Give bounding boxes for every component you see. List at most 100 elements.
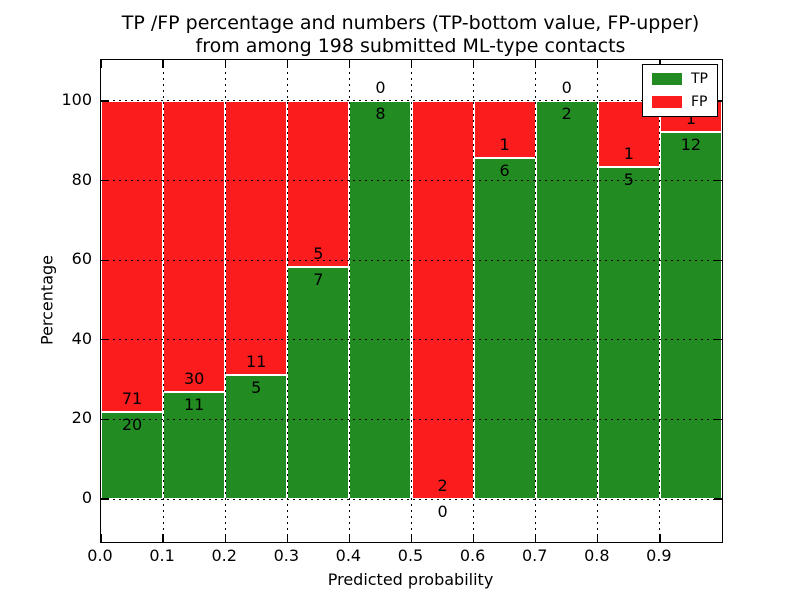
fp-count-label: 1 [499,134,510,154]
tp-count-label: 6 [499,160,510,180]
bar-segment-tp [101,411,164,499]
fp-count-label: 1 [623,144,634,164]
x-tick-label: 0.4 [335,546,362,565]
x-tick-mark-top [162,60,164,68]
gridline-horizontal [101,180,722,182]
tp-count-label: 5 [623,170,634,190]
gridline-vertical [162,60,164,542]
x-tick-label: 0.0 [87,546,113,565]
gridline-vertical [597,60,599,542]
legend-swatch-fp [652,96,682,108]
legend-swatch-tp [652,73,682,85]
x-tick-mark [224,534,226,542]
gridline-vertical [286,60,288,542]
x-tick-mark [597,534,599,542]
y-tick-mark [101,179,109,182]
legend-row-fp: FP [652,95,708,109]
legend: TP FP [642,64,718,117]
fp-count-label: 2 [437,476,448,495]
tp-count-label: 12 [680,134,702,154]
x-tick-label: 0.7 [521,546,548,565]
gridline-horizontal [101,100,722,102]
x-tick-label: 0.9 [646,546,672,565]
bar-segment-fp [101,100,164,412]
plot-inner: 71 20 30 11 11 5 5 7 0 8 2 0 1 6 0 2 1 5 1 12 [100,60,722,542]
chart-title-line1: TP /FP percentage and numbers (TP-bottom… [121,12,700,34]
y-tick-label: 80 [71,169,92,189]
x-tick-mark [535,534,537,542]
bar-segment-tp [473,157,536,499]
gridline-horizontal [101,418,722,420]
gridline-vertical [224,60,226,542]
gridline-horizontal [101,339,722,341]
y-tick-label: 100 [61,89,92,109]
bar-segment-tp [225,374,288,499]
y-tick-mark [101,498,109,500]
fp-count-label: 11 [246,351,267,371]
tp-count-label: 7 [313,269,324,289]
y-tick-mark [101,100,109,102]
y-tick-label: 40 [71,328,92,348]
x-tick-mark [286,534,288,542]
gridline-vertical [473,60,475,542]
chart-title: TP /FP percentage and numbers (TP-bottom… [100,12,721,58]
y-tick-label: 20 [71,408,92,428]
bar-segment-tp [659,131,722,499]
bar-segment-fp [163,100,226,393]
y-tick-label: 60 [71,249,92,269]
legend-row-tp: TP [652,72,708,86]
y-tick-mark [101,418,109,421]
tp-count-label: 5 [251,377,262,397]
chart-title-line2: from among 198 submitted ML-type contact… [195,35,626,57]
x-tick-label: 0.8 [584,546,610,565]
y-tick-mark-right [714,418,722,421]
x-tick-mark [410,534,413,542]
bar-segment-tp [597,167,660,499]
fp-count-label: 5 [313,243,324,263]
gridline-horizontal [101,498,722,500]
bar-segment-fp [473,100,536,158]
fp-count-label: 1 [685,108,697,128]
x-tick-mark [162,534,164,542]
tp-count-label: 20 [121,414,143,434]
y-tick-mark [101,259,109,261]
y-tick-mark-right [714,498,722,500]
y-tick-label: 0 [81,488,92,507]
gridline-vertical [659,60,661,542]
x-axis-label: Predicted probability [327,570,494,589]
bar-segment-tp [163,392,226,499]
x-tick-mark [659,534,661,542]
tp-count-label: 11 [183,395,205,415]
bar-segment-tp [535,100,598,499]
x-tick-mark [100,534,102,542]
fp-count-label: 30 [183,369,205,389]
y-tick-mark-right [714,339,722,341]
fp-count-label: 71 [121,388,143,408]
x-tick-mark [348,534,351,542]
gridline-vertical [535,60,537,542]
x-tick-mark-top [597,60,599,68]
bar-segment-fp [225,100,288,375]
x-tick-label: 0.1 [149,546,175,565]
x-tick-mark-top [410,60,413,68]
x-tick-label: 0.6 [459,546,486,565]
x-tick-mark-top [472,60,475,68]
fp-count-label: 0 [561,77,572,97]
x-tick-mark-top [535,60,537,68]
y-tick-mark-right [714,259,722,261]
legend-label-fp: FP [691,94,708,110]
y-tick-mark [101,339,109,341]
x-tick-mark-top [348,60,351,68]
gridline-horizontal [101,259,722,261]
bar-segment-tp [349,100,412,499]
x-tick-mark [472,534,475,542]
tp-count-label: 2 [561,103,572,123]
x-tick-mark-top [286,60,288,68]
bar-segment-fp [411,100,474,499]
x-tick-label: 0.5 [397,546,424,565]
legend-label-tp: TP [691,71,708,87]
plot-area: 71 20 30 11 11 5 5 7 0 8 2 0 1 6 0 2 1 5 1 12 TP FP [100,59,723,543]
x-tick-label: 0.3 [273,546,300,565]
fp-count-label: 0 [375,77,386,97]
